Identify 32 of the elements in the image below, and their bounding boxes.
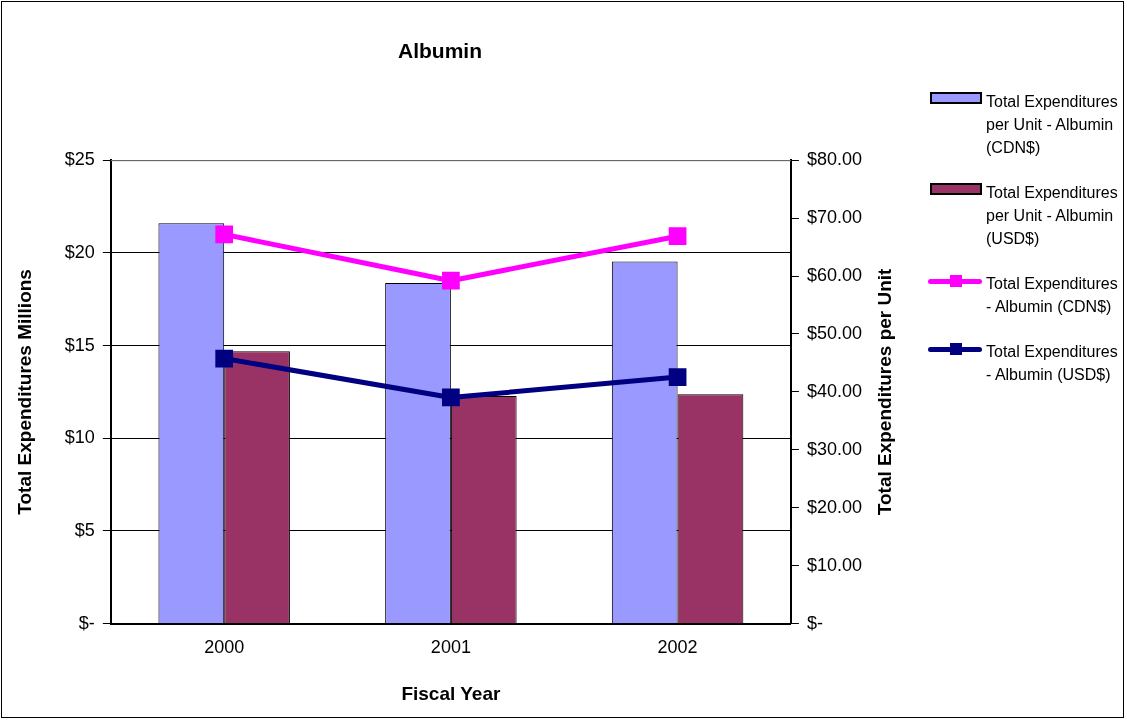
point [215,225,234,244]
y2-tick-label: $70.00 [806,207,863,228]
point [215,349,234,368]
x-tick-label: 2001 [430,637,471,658]
y-tick-label: $20 [64,241,95,262]
chart-title: Albumin [398,39,482,63]
legend-label: Total Expenditures per Unit - Albumin (USD$) [986,183,1118,249]
legend-label: Total Expenditures per Unit - Albumin (CDN$) [986,92,1118,158]
y2-tick-label: $10.00 [806,554,863,575]
y2-tick-label: $50.00 [806,322,863,343]
y2-axis-title: Total Expenditures per Unit [874,267,896,516]
y-tick-label: $10 [64,427,95,448]
y2-tick-label: $20.00 [806,496,863,517]
y2-tick-label: $60.00 [806,265,863,286]
x-tick-label: 2000 [204,637,245,658]
legend-label: Total Expenditures - Albumin (USD$) [986,342,1118,385]
y-axis-title: Total Expenditures Millions [13,269,35,515]
point [668,227,687,246]
point [442,388,460,407]
y-tick-label: $- [78,612,95,633]
point [668,368,687,386]
point [442,271,460,290]
y2-tick-label: $40.00 [806,380,863,401]
y-tick-label: $15 [64,334,95,355]
y2-tick-label: $80.00 [806,149,863,170]
y2-tick-label: $- [806,612,823,633]
x-axis-title: Fiscal Year [401,682,501,704]
legend-label: Total Expenditures - Albumin (CDN$) [986,274,1118,317]
x-tick-label: 2002 [657,637,698,658]
y2-tick-label: $30.00 [806,438,863,459]
y-tick-label: $25 [64,149,95,170]
y-tick-label: $5 [74,519,95,540]
